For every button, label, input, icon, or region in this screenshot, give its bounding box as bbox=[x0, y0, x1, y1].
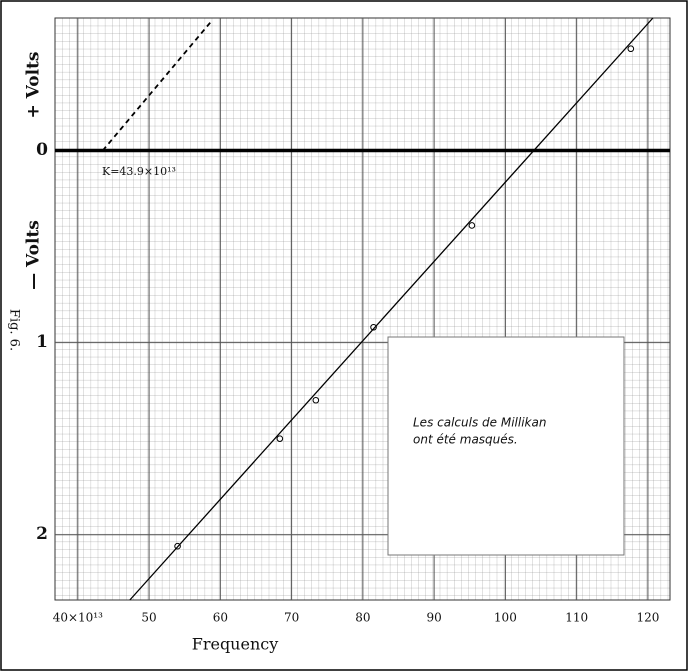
y-tick-label: 1 bbox=[36, 332, 48, 352]
data-point bbox=[370, 323, 377, 331]
x-tick-label: 70 bbox=[284, 611, 299, 625]
data-point bbox=[276, 435, 284, 442]
data-point bbox=[312, 396, 320, 404]
x-tick-label: 110 bbox=[565, 611, 588, 625]
x-tick-label: 50 bbox=[141, 611, 156, 625]
x-tick-label: 40×10¹³ bbox=[53, 611, 103, 625]
x-tick-label: 90 bbox=[426, 611, 441, 625]
data-point bbox=[468, 222, 476, 229]
data-point bbox=[627, 45, 635, 53]
mask-box bbox=[387, 336, 625, 556]
y-label-bottom: — Volts bbox=[24, 220, 44, 290]
y-label-top: + Volts bbox=[24, 51, 44, 118]
x-tick-label: 100 bbox=[494, 611, 517, 625]
x-tick-label: 60 bbox=[213, 611, 228, 625]
fit-line bbox=[129, 17, 654, 601]
note-line: ont été masqués. bbox=[413, 433, 518, 447]
annotation: K=43.9×10¹³ bbox=[102, 165, 176, 178]
x-tick-label: 120 bbox=[636, 611, 659, 625]
figure-label: Fig. 6. bbox=[7, 309, 22, 351]
x-tick-label: 80 bbox=[355, 611, 370, 625]
note-line: Les calculs de Millikan bbox=[413, 416, 546, 430]
y-tick-label: 2 bbox=[36, 524, 48, 544]
x-label: Frequency bbox=[192, 635, 279, 654]
y-tick-label: 0 bbox=[36, 140, 48, 160]
dashed-line bbox=[102, 19, 214, 152]
